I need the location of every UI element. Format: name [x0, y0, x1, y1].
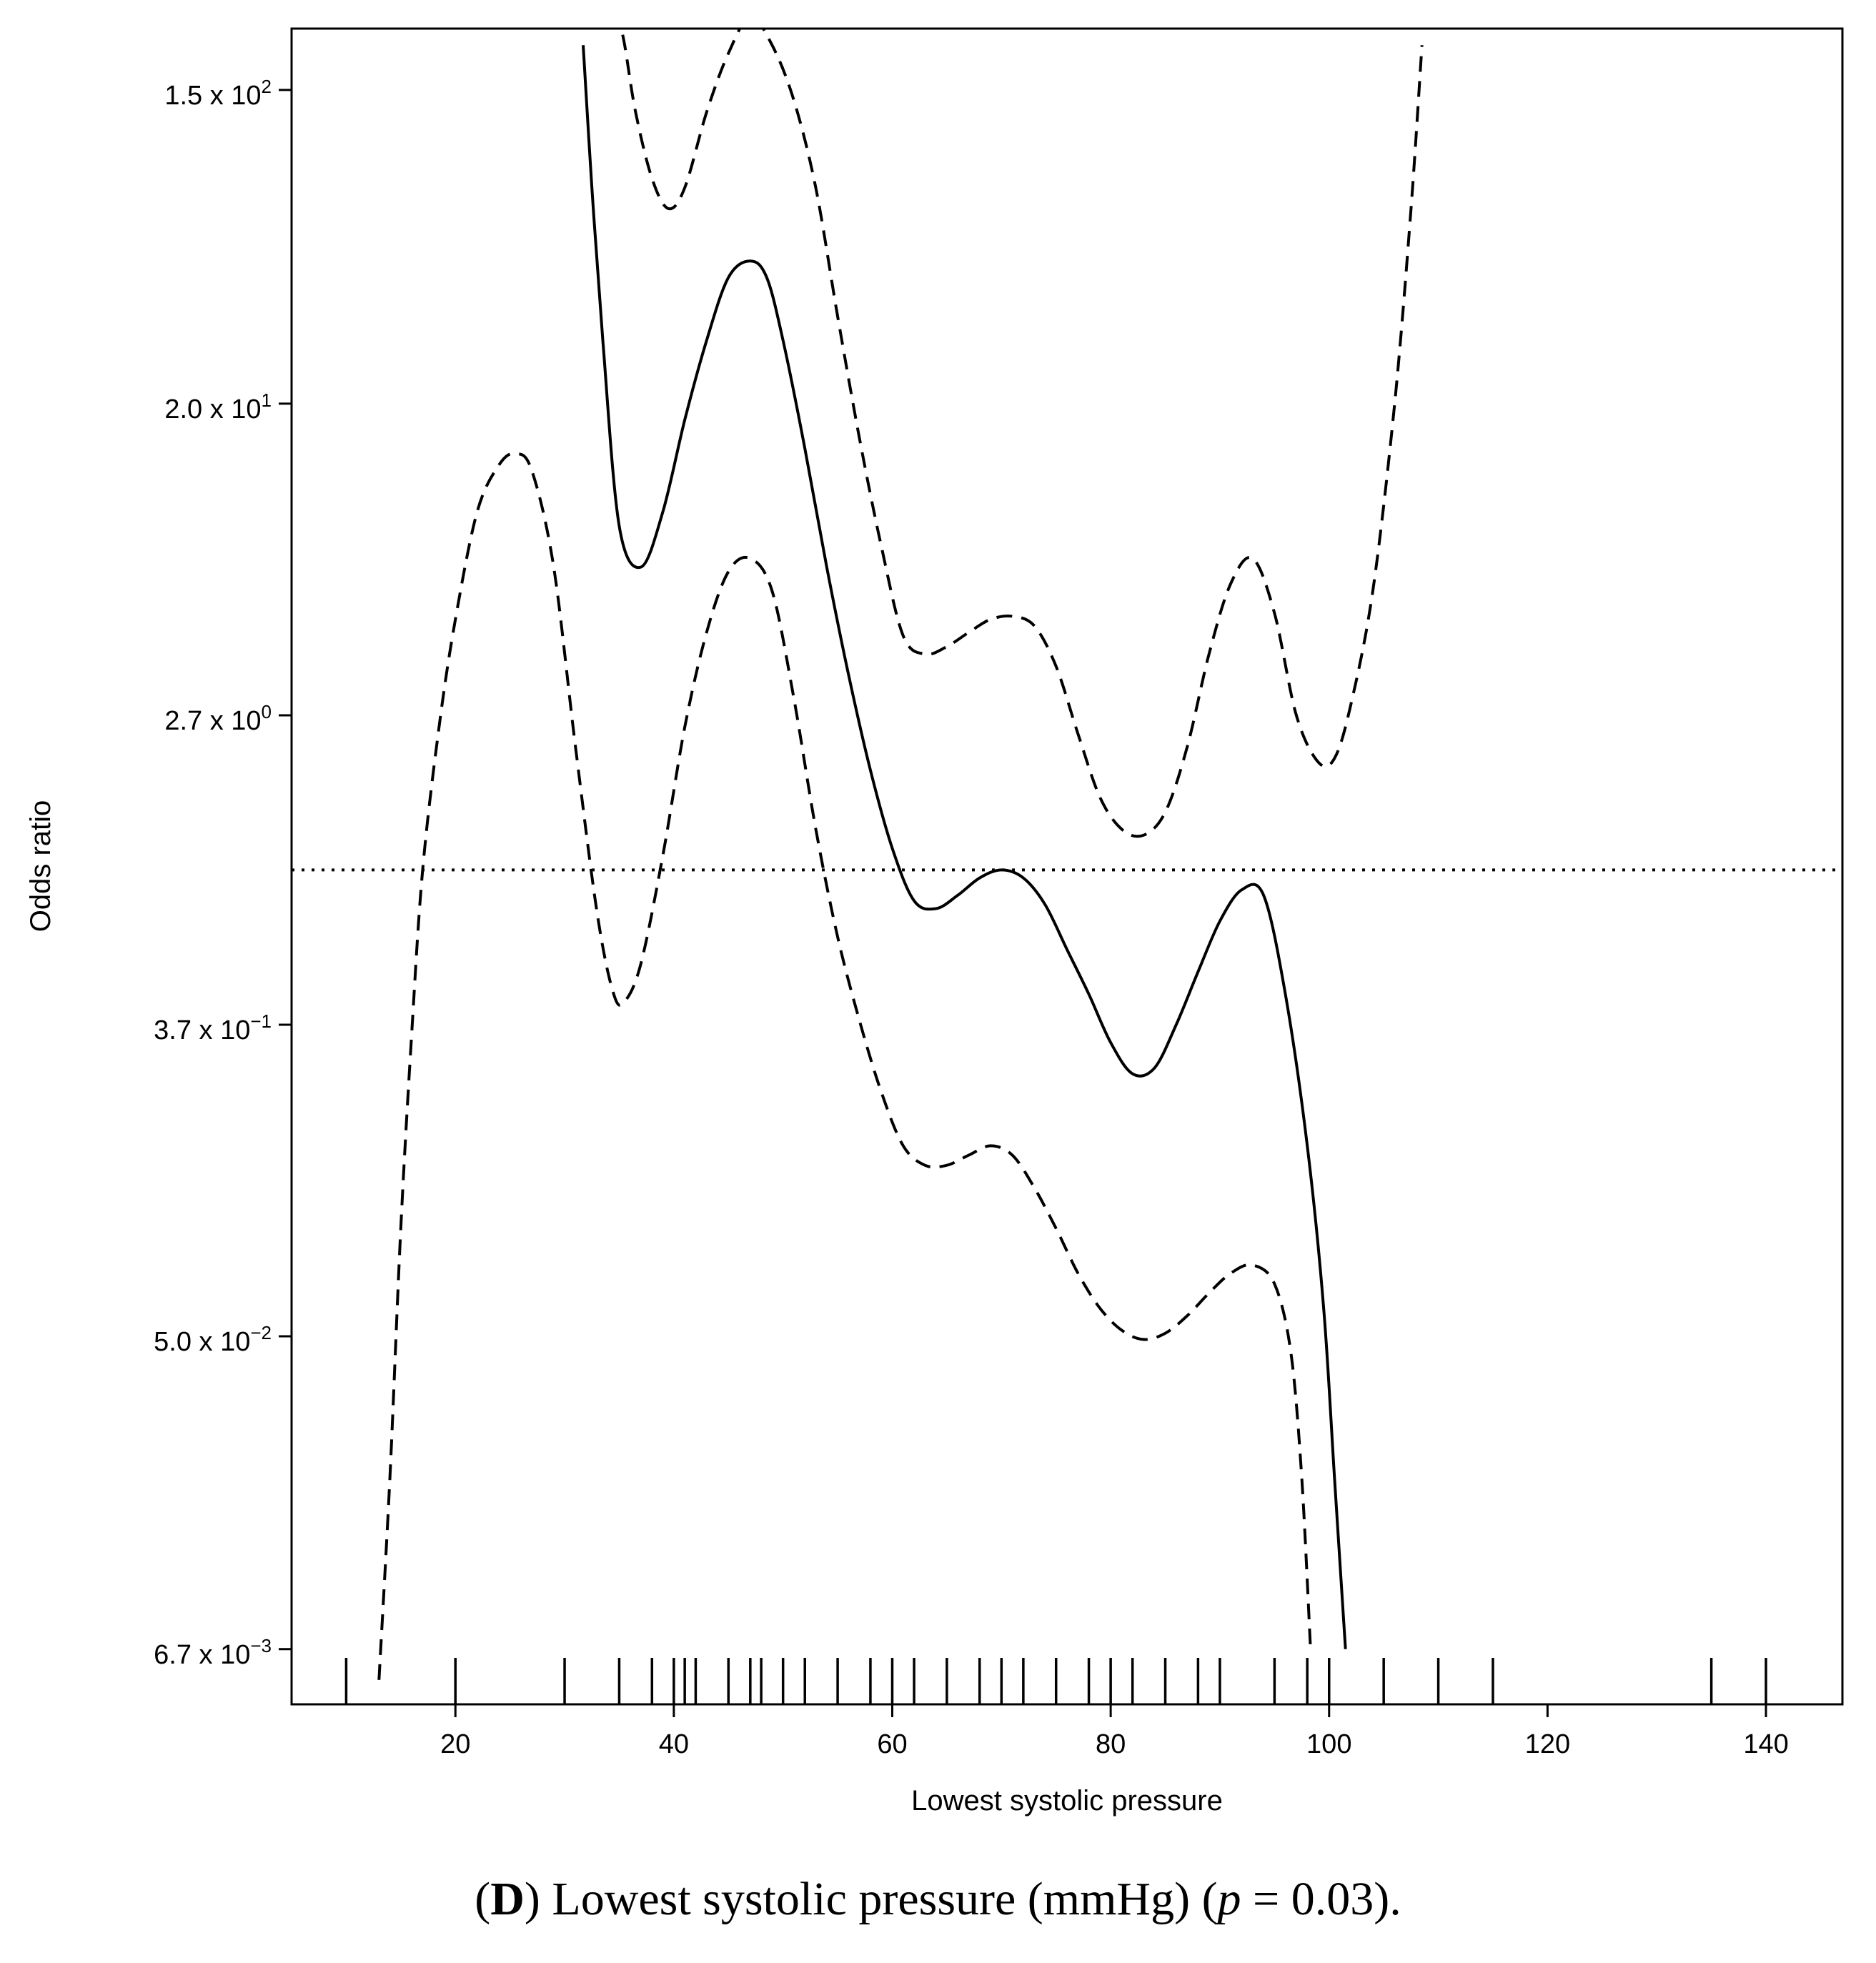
y-axis-label: Odds ratio [25, 800, 56, 933]
lower-ci-line [377, 452, 1312, 1680]
odds-ratio-chart: 20 40 60 80 100 120 140 6.7 x 10−3 5.0 x 10−2 3.… [25, 27, 1844, 1817]
x-tick-label: 100 [1306, 1729, 1351, 1759]
x-axis: 20 40 60 80 100 120 140 [440, 1704, 1789, 1759]
x-tick-label: 140 [1743, 1729, 1788, 1759]
caption-letter: D [490, 1873, 525, 1925]
x-tick-label: 120 [1525, 1729, 1570, 1759]
y-tick-label: 5.0 x 10−2 [154, 1322, 272, 1357]
series-lines [377, 29, 1424, 1680]
caption-p-value: = 0.03). [1241, 1873, 1401, 1925]
x-tick-label: 20 [440, 1729, 470, 1759]
estimate-line [582, 45, 1347, 1649]
upper-ci-line [620, 29, 1424, 838]
y-tick-label: 2.0 x 101 [164, 389, 272, 424]
y-tick-label: 6.7 x 10−3 [154, 1635, 272, 1670]
x-tick-label: 40 [659, 1729, 689, 1759]
rug-marks [344, 1658, 1767, 1704]
figure-caption: (D) Lowest systolic pressure (mmHg) (p =… [475, 1873, 1401, 1925]
caption-p-symbol: p [1217, 1873, 1241, 1925]
x-tick-label: 60 [877, 1729, 907, 1759]
y-tick-label: 2.7 x 100 [164, 701, 272, 736]
caption-text: Lowest systolic pressure (mmHg) ( [540, 1873, 1218, 1925]
x-tick-label: 80 [1096, 1729, 1126, 1759]
y-tick-label: 1.5 x 102 [164, 76, 272, 111]
plot-frame [290, 27, 1844, 1706]
x-axis-label: Lowest systolic pressure [911, 1785, 1223, 1817]
y-axis: 6.7 x 10−3 5.0 x 10−2 3.7 x 10−1 2.7 x 100 2… [154, 76, 292, 1670]
y-tick-label: 3.7 x 10−1 [154, 1010, 272, 1045]
